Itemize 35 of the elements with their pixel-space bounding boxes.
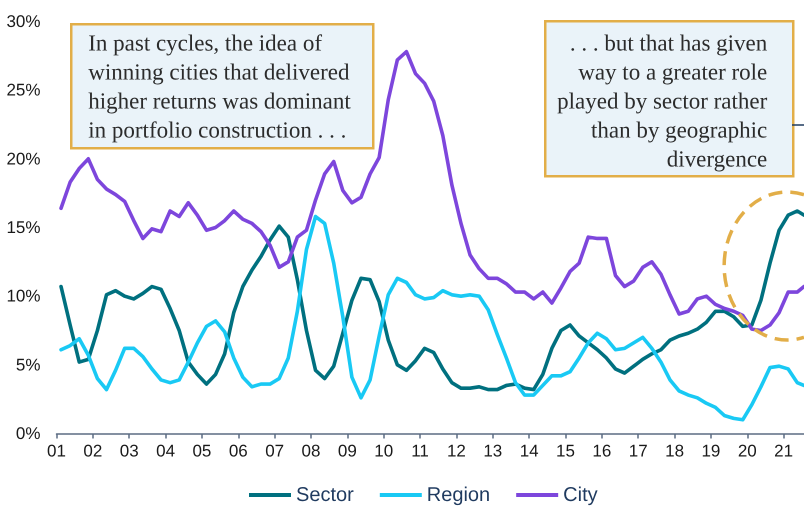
x-tick-label: 19 — [701, 442, 720, 460]
y-tick-label: 5% — [16, 355, 40, 374]
x-tick-label: 14 — [520, 442, 539, 460]
line-series — [59, 214, 804, 422]
legend-label: City — [563, 484, 598, 506]
x-tick-label: 02 — [83, 442, 102, 460]
x-tick-label: 01 — [47, 442, 66, 460]
x-tick-label: 04 — [156, 442, 176, 460]
y-tick-label: 30% — [6, 12, 40, 31]
annotation: In past cycles, the idea of winning cities that delivered higher returns was dominant in portfolio construction . . . — [88, 30, 352, 142]
line-series — [59, 209, 804, 392]
x-tick-label: 08 — [302, 442, 320, 460]
x-tick-label: 03 — [120, 442, 139, 460]
x-tick-label: 06 — [228, 442, 248, 460]
x-tick-label: 18 — [665, 442, 684, 460]
x-tick-label: 07 — [265, 442, 284, 460]
legend-label: Sector — [296, 484, 354, 506]
y-tick-label: 15% — [6, 218, 40, 237]
x-tick-label: 10 — [374, 442, 394, 460]
x-tick-label: 13 — [483, 442, 502, 460]
y-tick-label: 10% — [6, 286, 40, 306]
annotation: . . . but that has given way to a greater role played by sector rather than by geographic divergence — [557, 30, 768, 172]
x-tick-label: 05 — [192, 442, 212, 460]
x-tick-label: 21 — [774, 442, 794, 460]
legend-label: Region — [426, 484, 490, 506]
x-tick-label: 15 — [556, 442, 575, 460]
x-tick-label: 11 — [411, 442, 429, 460]
x-tick-label: 09 — [338, 442, 357, 460]
x-tick-label: 16 — [592, 442, 612, 460]
y-tick-label: 0% — [16, 424, 40, 443]
x-tick-label: 17 — [628, 442, 648, 460]
y-tick-label: 25% — [6, 80, 40, 100]
x-tick-label: 12 — [446, 442, 466, 460]
x-tick-label: 20 — [738, 442, 757, 460]
y-tick-label: 20% — [6, 149, 40, 168]
